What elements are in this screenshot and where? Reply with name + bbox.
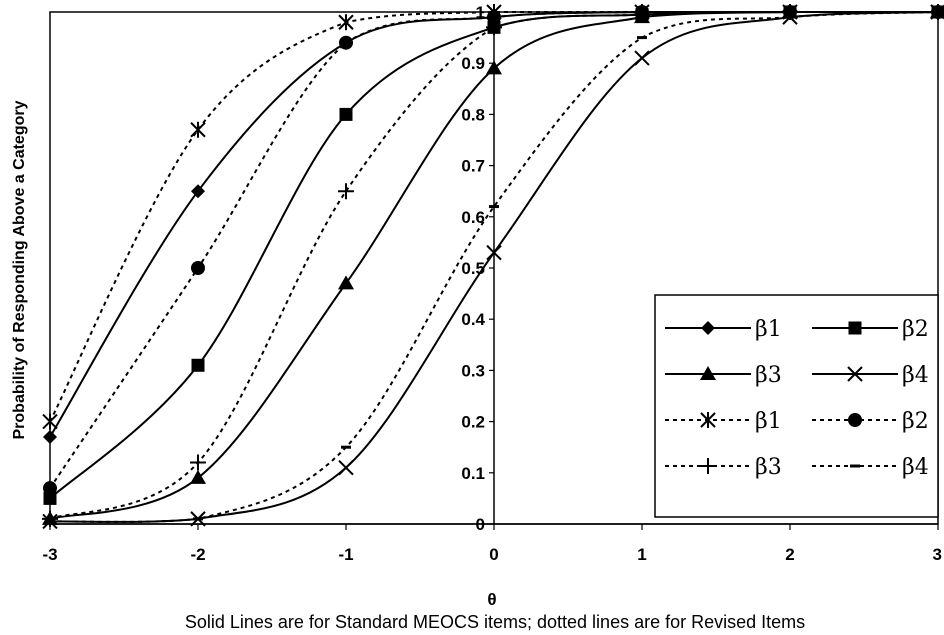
y-axis-label: Probability of Responding Above a Catego…	[11, 100, 28, 439]
data-point-asterisk	[190, 121, 206, 138]
data-point-circle	[191, 261, 205, 275]
data-point-plus	[486, 19, 502, 36]
data-point-plus	[634, 6, 650, 23]
data-point-square	[339, 107, 353, 121]
x-tick-label: 2	[785, 545, 794, 564]
legend: β1 β2 β3 β4 β1 β2 β3 β4	[654, 294, 939, 518]
x-tick-label: 3	[933, 545, 942, 564]
legend-label: β2	[902, 317, 929, 342]
legend-item: β4	[812, 455, 929, 480]
legend-label: β4	[902, 455, 929, 480]
legend-item: β2	[812, 409, 929, 434]
legend-marker-asterisk	[700, 412, 716, 428]
legend-label: β3	[755, 363, 782, 388]
y-tick-labels: 0 0.1 0.2 0.3 0.4 0.5 0.6 0.7 0.8 0.9 1	[461, 3, 494, 534]
legend-marker-circle	[848, 413, 862, 427]
x-tick-label: -1	[338, 545, 353, 564]
legend-item: β1	[665, 409, 782, 434]
y-tick-label: 0.1	[461, 464, 485, 483]
y-tick-label: 0.4	[461, 310, 485, 329]
y-tick-label: 0.3	[461, 361, 485, 380]
data-point-square	[43, 491, 57, 505]
x-tick-label: -3	[42, 545, 57, 564]
y-tick-label: 0.7	[461, 157, 485, 176]
data-point-triangle	[486, 60, 502, 75]
legend-box	[654, 294, 939, 518]
y-tick-label: 0.2	[461, 413, 485, 432]
data-point-triangle	[190, 469, 206, 484]
chart-caption: Solid Lines are for Standard MEOCS items…	[185, 612, 805, 632]
legend-marker-triangle	[700, 366, 716, 380]
legend-label: β1	[755, 317, 782, 342]
y-tick-label: 0.6	[461, 208, 485, 227]
legend-marker-diamond	[701, 321, 715, 335]
data-point-circle	[339, 35, 353, 50]
y-tick-label: 0	[476, 515, 485, 534]
y-tick-label: 0.9	[461, 54, 485, 73]
data-point-plus	[190, 454, 206, 471]
legend-item: β3	[665, 363, 782, 388]
x-axis-label: θ	[487, 590, 496, 609]
legend-marker-x	[847, 366, 863, 382]
legend-item: β4	[812, 363, 929, 388]
y-tick-label: 0.5	[461, 259, 485, 278]
series-layer	[42, 4, 944, 530]
data-point-diamond	[191, 184, 205, 199]
data-point-x	[338, 459, 354, 476]
data-point-circle	[43, 481, 57, 496]
data-point-diamond	[43, 429, 57, 444]
data-point-asterisk	[42, 413, 58, 430]
y-tick-label: 1	[476, 3, 485, 22]
legend-item: β2	[812, 317, 929, 342]
data-point-square	[191, 358, 205, 372]
data-point-x	[486, 244, 502, 261]
legend-marker-plus	[700, 458, 716, 474]
legend-label: β1	[755, 409, 782, 434]
data-point-x	[634, 50, 650, 66]
y-tick-label: 0.8	[461, 105, 485, 124]
legend-item: β3	[665, 455, 782, 480]
x-tick-label: 0	[489, 545, 498, 564]
x-tick-label: 1	[637, 545, 646, 564]
legend-label: β4	[902, 363, 929, 388]
legend-marker-square	[848, 321, 862, 335]
data-point-asterisk	[338, 14, 354, 31]
data-point-triangle	[338, 275, 354, 290]
x-tick-label: -2	[190, 545, 205, 564]
legend-item: β1	[665, 317, 782, 342]
x-tick-labels: -3 -2 -1 0 1 2 3	[42, 524, 942, 564]
series-dotted-dash	[45, 10, 943, 523]
legend-label: β3	[755, 455, 782, 480]
data-point-plus	[338, 183, 354, 200]
data-point-circle	[487, 10, 501, 25]
legend-label: β2	[902, 409, 929, 434]
